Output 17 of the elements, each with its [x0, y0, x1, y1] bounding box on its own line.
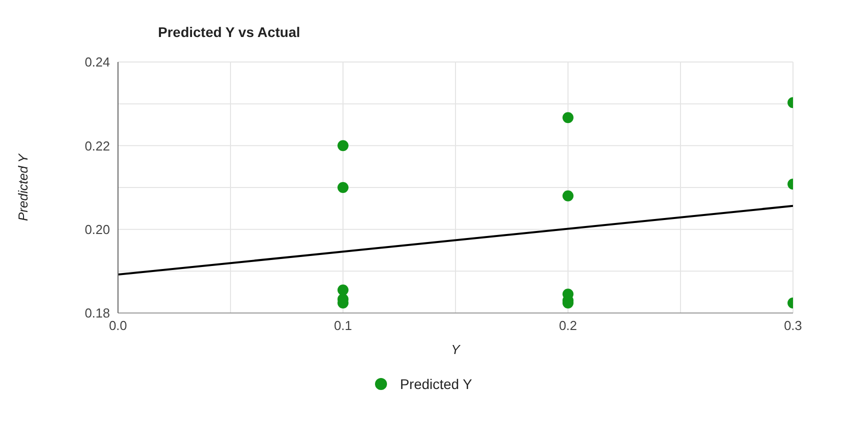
legend-label: Predicted Y [398, 376, 472, 392]
x-tick-label: 0.0 [108, 318, 128, 334]
point [338, 140, 348, 152]
point [338, 182, 348, 193]
x-axis-title: Y [451, 342, 462, 357]
point [338, 284, 348, 296]
y-tick-label: 0.22 [84, 138, 110, 154]
x-tick-label: 0.2 [558, 318, 578, 334]
point [562, 112, 574, 124]
y-axis-title: Predicted Y [16, 152, 31, 221]
y-tick-label: 0.24 [84, 54, 110, 70]
x-tick-label: 0.3 [784, 318, 802, 334]
chart-title: Predicted Y vs Actual [158, 24, 300, 40]
x-tick-label: 0.1 [334, 318, 352, 334]
y-tick-label: 0.20 [84, 222, 110, 237]
point [562, 190, 574, 202]
y-tick-label: 0.18 [84, 306, 110, 321]
